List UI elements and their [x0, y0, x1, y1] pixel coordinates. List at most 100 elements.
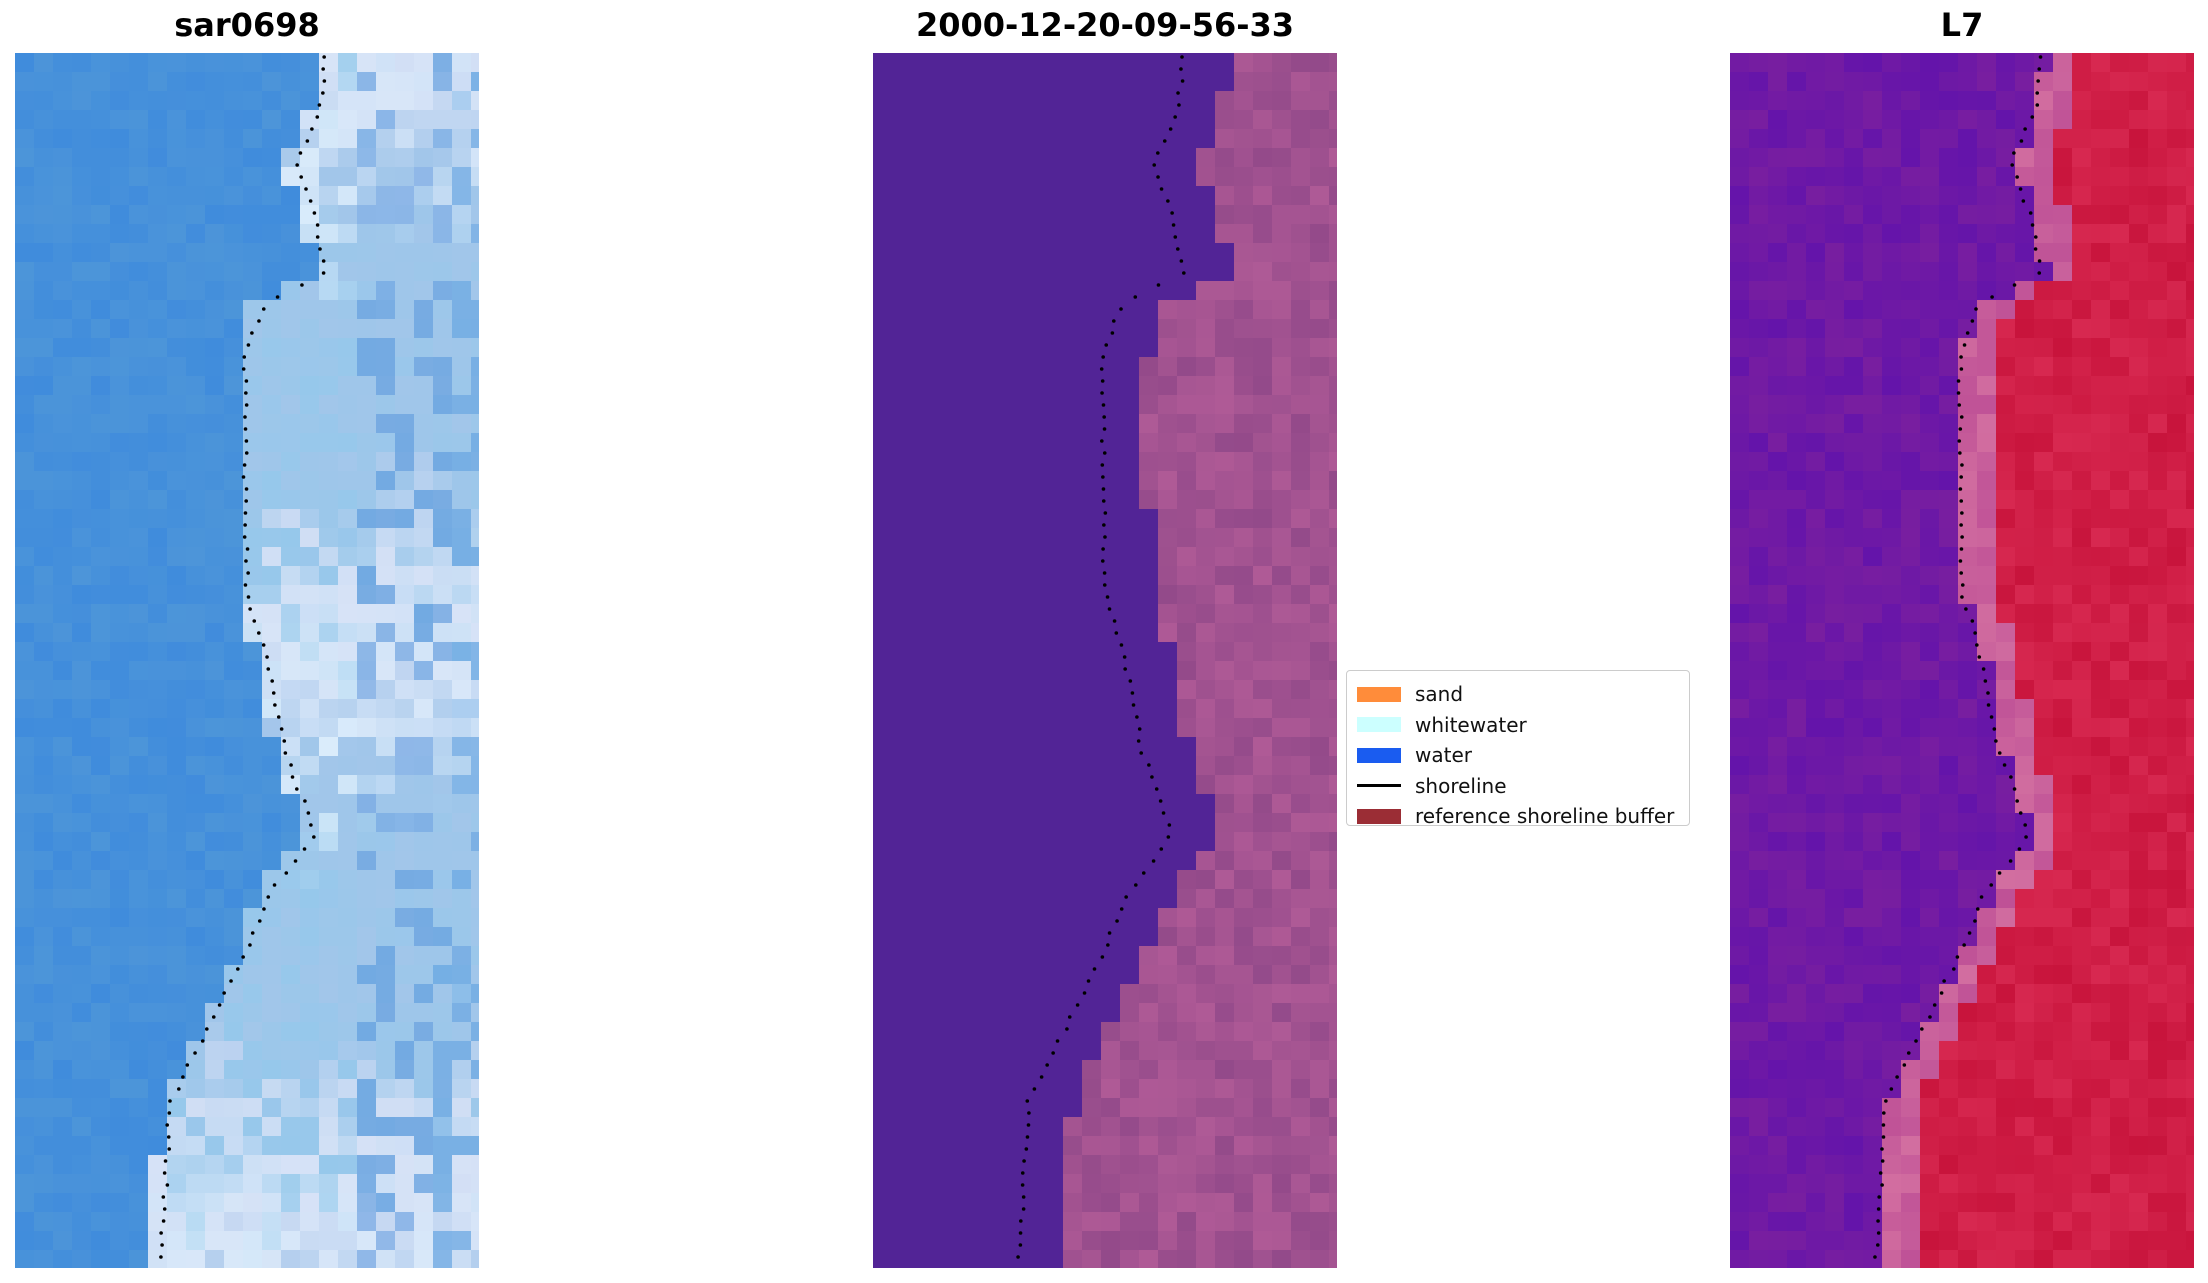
raster-pixel [1806, 414, 1826, 434]
raster-pixel [1234, 832, 1254, 852]
raster-pixel [395, 509, 415, 529]
raster-pixel [1177, 1003, 1197, 1023]
raster-pixel [148, 775, 168, 795]
raster-pixel [1253, 167, 1273, 187]
raster-pixel [2053, 281, 2073, 301]
raster-pixel [262, 1193, 282, 1213]
raster-pixel [281, 262, 301, 282]
raster-pixel [930, 680, 950, 700]
raster-pixel [186, 91, 206, 111]
raster-pixel [91, 965, 111, 985]
raster-pixel [1768, 889, 1788, 909]
raster-pixel [1291, 471, 1311, 491]
raster-pixel [892, 186, 912, 206]
raster-pixel [129, 395, 149, 415]
raster-pixel [72, 224, 92, 244]
shoreline-point [193, 1051, 197, 1055]
raster-pixel [1025, 718, 1045, 738]
raster-pixel [452, 794, 472, 814]
raster-pixel [167, 794, 187, 814]
raster-pixel [1063, 813, 1083, 833]
raster-pixel [1196, 509, 1216, 529]
raster-pixel [281, 1193, 301, 1213]
raster-pixel [1234, 262, 1254, 282]
raster-pixel [1006, 1174, 1026, 1194]
raster-pixel [53, 1003, 73, 1023]
raster-pixel [2110, 832, 2130, 852]
shoreline-point [1100, 559, 1105, 563]
raster-pixel [338, 585, 358, 605]
raster-pixel [167, 509, 187, 529]
raster-pixel [1234, 509, 1254, 529]
raster-pixel [1977, 832, 1997, 852]
raster-pixel [1920, 699, 1940, 719]
raster-pixel [471, 110, 479, 130]
raster-pixel [338, 775, 358, 795]
raster-pixel [1882, 1193, 1902, 1213]
raster-pixel [2186, 1231, 2194, 1251]
raster-pixel [930, 1231, 950, 1251]
raster-pixel [1749, 813, 1769, 833]
raster-pixel [243, 946, 263, 966]
raster-pixel [2167, 110, 2187, 130]
raster-pixel [1806, 585, 1826, 605]
raster-pixel [281, 699, 301, 719]
raster-pixel [1329, 794, 1337, 814]
raster-pixel [452, 110, 472, 130]
raster-pixel [15, 357, 35, 377]
raster-pixel [1044, 72, 1064, 92]
raster-pixel [1939, 1079, 1959, 1099]
raster-pixel [1882, 509, 1902, 529]
raster-pixel [414, 1250, 434, 1268]
raster-pixel [1996, 1117, 2016, 1137]
raster-pixel [1215, 357, 1235, 377]
raster-pixel [1749, 642, 1769, 662]
raster-pixel [1291, 623, 1311, 643]
raster-pixel [1901, 756, 1921, 776]
raster-pixel [1234, 661, 1254, 681]
raster-pixel [148, 357, 168, 377]
raster-pixel [1177, 1136, 1197, 1156]
raster-pixel [395, 1174, 415, 1194]
raster-pixel [395, 414, 415, 434]
raster-pixel [1120, 585, 1140, 605]
raster-pixel [2072, 110, 2092, 130]
raster-pixel [2186, 129, 2194, 149]
raster-pixel [1120, 984, 1140, 1004]
raster-pixel [167, 319, 187, 339]
raster-pixel [1101, 775, 1121, 795]
raster-pixel [1863, 1117, 1883, 1137]
raster-pixel [873, 72, 893, 92]
raster-pixel [433, 433, 453, 453]
raster-pixel [2015, 72, 2035, 92]
raster-pixel [1025, 262, 1045, 282]
raster-pixel [930, 756, 950, 776]
raster-pixel [53, 528, 73, 548]
raster-pixel [433, 832, 453, 852]
raster-pixel [243, 471, 263, 491]
raster-pixel [1920, 528, 1940, 548]
raster-pixel [205, 395, 225, 415]
raster-pixel [2167, 376, 2187, 396]
raster-pixel [1310, 1098, 1330, 1118]
raster-pixel [376, 395, 396, 415]
raster-pixel [2015, 395, 2035, 415]
raster-pixel [471, 1231, 479, 1251]
raster-pixel [2053, 1041, 2073, 1061]
raster-pixel [1120, 718, 1140, 738]
raster-pixel [1863, 395, 1883, 415]
raster-pixel [2072, 1117, 2092, 1137]
raster-pixel [930, 1193, 950, 1213]
raster-pixel [1272, 585, 1292, 605]
raster-pixel [72, 1117, 92, 1137]
raster-pixel [91, 908, 111, 928]
raster-pixel [281, 186, 301, 206]
raster-pixel [262, 965, 282, 985]
raster-pixel [2110, 471, 2130, 491]
raster-pixel [1939, 300, 1959, 320]
raster-pixel [129, 148, 149, 168]
raster-pixel [471, 927, 479, 947]
raster-pixel [1196, 908, 1216, 928]
raster-pixel [53, 262, 73, 282]
raster-pixel [1730, 680, 1750, 700]
